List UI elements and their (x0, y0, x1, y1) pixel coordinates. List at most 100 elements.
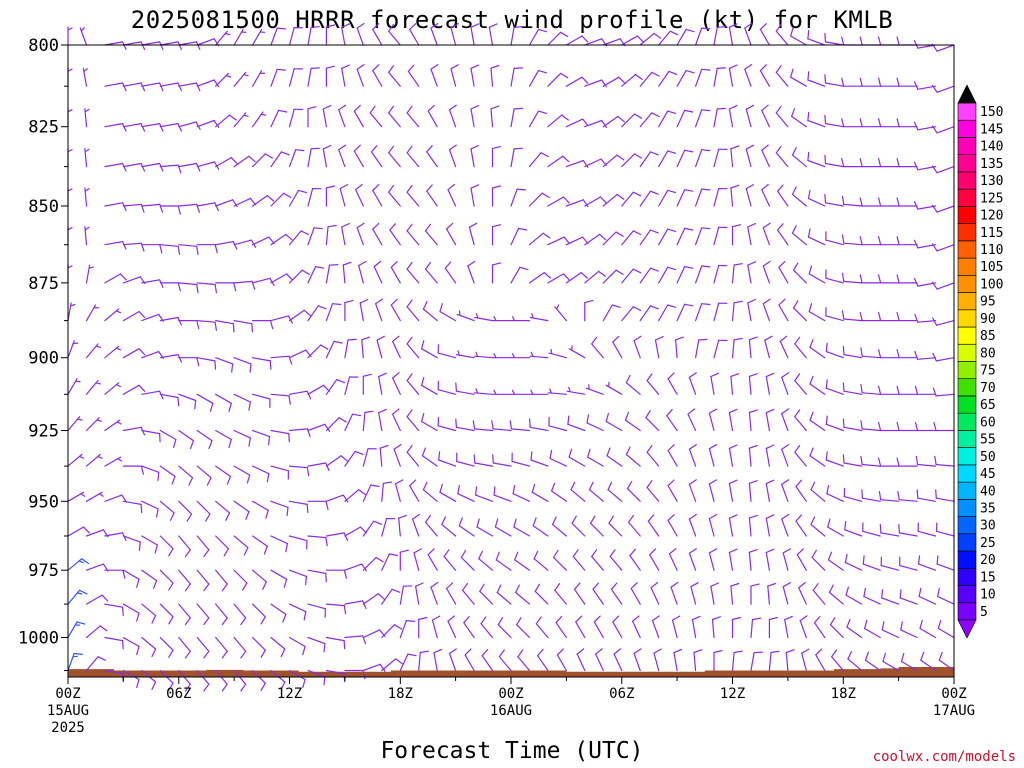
barb-flag (536, 648, 544, 657)
wind-barb (807, 111, 826, 128)
wind-barb (178, 393, 197, 410)
barb-shaft (353, 150, 364, 168)
barb-flag (446, 222, 454, 230)
wind-barb (307, 535, 328, 547)
barb-shaft (936, 166, 955, 174)
wind-barb (456, 310, 475, 322)
wind-barb (252, 500, 269, 519)
barb-flag (472, 420, 476, 430)
barb-flag (537, 28, 548, 33)
barb-flag (728, 479, 738, 485)
barb-flag (243, 74, 249, 77)
colorbar-label: 30 (980, 519, 996, 534)
barb-shaft (196, 465, 212, 479)
wind-barb (825, 307, 844, 322)
barb-flag (76, 418, 83, 421)
barb-shaft (141, 535, 158, 546)
wind-barb (344, 635, 367, 645)
barb-shaft (762, 303, 771, 322)
wind-barb (395, 479, 404, 502)
barb-flag (99, 625, 108, 632)
barb-flag (95, 345, 102, 348)
barb-flag (189, 440, 195, 450)
barb-shaft (666, 415, 678, 432)
barb-flag (877, 77, 882, 87)
barb-flag (388, 553, 399, 557)
barb-shaft (528, 152, 542, 168)
barb-flag (151, 648, 157, 658)
wind-barb (390, 298, 401, 322)
barb-shaft (794, 416, 807, 432)
barb-shaft (288, 569, 307, 578)
barb-flag (325, 24, 335, 28)
barb-flag (159, 244, 163, 254)
barb-flag (649, 267, 659, 272)
wind-barb (713, 26, 727, 46)
barb-flag (343, 532, 349, 542)
barb-shaft (252, 603, 266, 618)
barb-flag (461, 582, 468, 591)
wind-barb (565, 236, 589, 246)
barb-shaft (528, 28, 540, 46)
barb-shaft (141, 162, 161, 168)
x-tick-label: 16AUG (490, 703, 532, 719)
wind-barb (159, 500, 175, 521)
barb-shaft (325, 226, 329, 246)
wind-barb (931, 165, 955, 174)
barb-flag (393, 624, 403, 630)
wind-barb (381, 588, 401, 605)
barb-flag (306, 503, 309, 514)
barb-shaft (775, 30, 789, 46)
barb-shaft (713, 188, 720, 207)
barb-flag (214, 321, 217, 331)
wind-barb (860, 455, 881, 467)
wind-barb (196, 429, 213, 450)
barb-shaft (809, 455, 826, 467)
wind-barb (178, 500, 193, 522)
barb-shaft (621, 35, 638, 46)
wind-barb (512, 485, 531, 502)
wind-barb (791, 147, 807, 168)
barb-shaft (67, 558, 83, 571)
wind-barb (584, 79, 608, 88)
barb-flag (377, 593, 385, 600)
barb-shaft (602, 304, 613, 322)
barb-shaft (748, 517, 752, 537)
barb-flag (177, 282, 181, 292)
wind-barb (322, 144, 332, 168)
barb-shaft (750, 618, 754, 639)
wind-barb (448, 144, 457, 168)
wind-barb (841, 158, 863, 168)
barb-flag (388, 23, 395, 32)
barb-shaft (450, 68, 457, 87)
wind-barb (196, 500, 211, 522)
barb-shaft (801, 652, 807, 672)
wind-barb (67, 108, 73, 128)
barb-flag (935, 489, 937, 499)
barb-shaft (571, 522, 586, 537)
wind-barb (252, 111, 267, 128)
barb-flag (280, 648, 286, 658)
barb-shaft (547, 196, 565, 207)
barb-shaft (470, 187, 475, 207)
wind-barb (467, 260, 476, 284)
barb-flag (341, 23, 350, 28)
barb-flag (728, 548, 738, 554)
wind-barb (431, 615, 441, 639)
barb-shaft (379, 447, 383, 467)
barb-shaft (233, 636, 247, 652)
barb-flag (240, 617, 247, 626)
barb-flag (688, 548, 697, 554)
barb-shaft (270, 636, 286, 650)
barb-flag (409, 479, 417, 487)
wind-barb (325, 303, 342, 322)
barb-flag (443, 549, 450, 558)
barb-flag (115, 310, 122, 314)
wind-barb (713, 188, 728, 207)
wind-barb (215, 603, 228, 626)
wind-barb (495, 551, 512, 571)
wind-barb (798, 581, 807, 605)
wind-barb (694, 27, 711, 46)
barb-flag (156, 508, 159, 518)
barb-shaft (824, 202, 844, 207)
